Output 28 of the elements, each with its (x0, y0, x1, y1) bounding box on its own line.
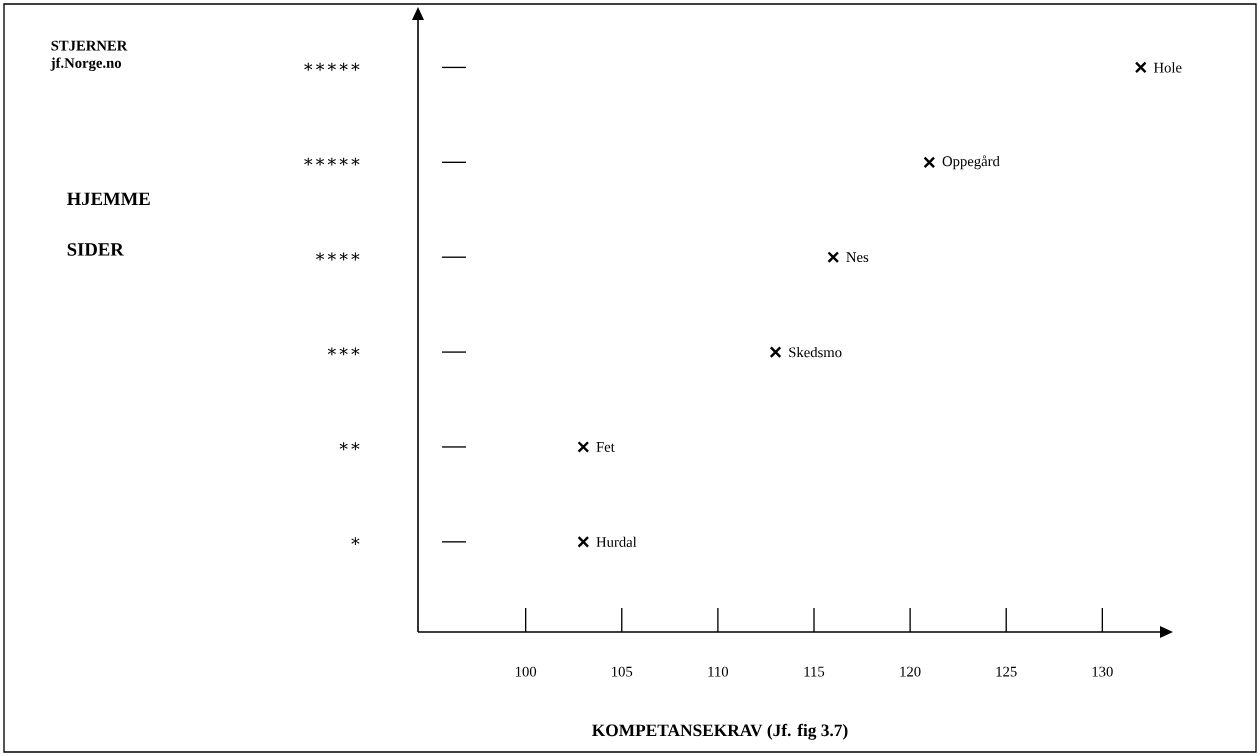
series-label: Skedsmo (789, 346, 842, 358)
x-tick-label: 130 (1092, 666, 1113, 677)
y-tick-label: ∗∗∗∗∗ (304, 62, 360, 71)
series-label: Hurdal (596, 536, 637, 548)
x-tick-label: 120 (900, 666, 921, 677)
series-label: Nes (846, 252, 869, 263)
series-label: Hole (1153, 62, 1182, 73)
text: STJERNER jf.Norge.no (50, 40, 128, 71)
y-tick-label: ∗∗∗∗ (316, 252, 360, 261)
x-tick-label: 110 (708, 666, 729, 677)
text: HJEMME SIDER (67, 192, 150, 256)
point (577, 535, 590, 548)
point (923, 156, 936, 169)
point (1134, 61, 1147, 74)
x-tick-label: 125 (996, 666, 1017, 677)
y-tick-label: ∗∗∗ (327, 347, 360, 356)
series-label: Fet (596, 442, 615, 452)
point (827, 251, 840, 264)
y-tick-label: ∗ (351, 537, 360, 546)
point (769, 346, 782, 358)
point (577, 441, 590, 453)
x-tick-label: 105 (612, 666, 633, 677)
y-tick-label: ∗∗ (339, 442, 360, 451)
x-tick-label: 100 (515, 666, 537, 677)
x-tick-label: 115 (804, 666, 825, 677)
series-label: Oppegård (942, 155, 1000, 170)
y-tick-label: ∗∗∗∗∗ (304, 157, 360, 166)
x-axis-title: KOMPETANSEKRAV (Jf. fig 3.7) (592, 723, 848, 740)
